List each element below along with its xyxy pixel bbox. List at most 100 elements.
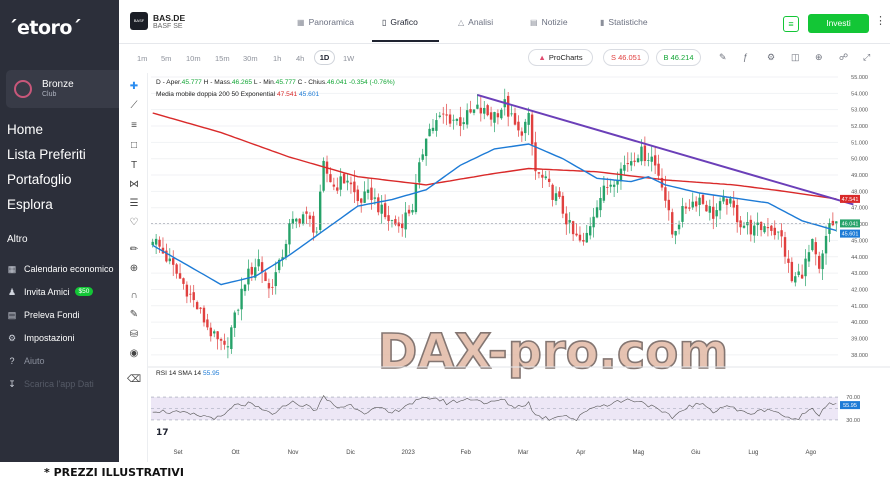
- timeframe-1w[interactable]: 1W: [343, 54, 355, 63]
- nav-item-settings[interactable]: ⚙ Impostazioni: [7, 326, 119, 349]
- pattern-icon[interactable]: ⋈: [129, 179, 139, 190]
- rsi-tick-label: 30.00: [846, 418, 860, 424]
- more-options-icon[interactable]: ⋮: [875, 15, 886, 27]
- x-tick-label: Nov: [288, 450, 299, 456]
- candle-body: [336, 187, 339, 191]
- candle-body: [753, 225, 756, 236]
- candle-body: [701, 195, 705, 204]
- timeframe-5m[interactable]: 5m: [161, 54, 172, 63]
- indicator-icon[interactable]: ƒ: [743, 52, 749, 62]
- timeframe-30m[interactable]: 30m: [243, 54, 258, 63]
- nav-item-invite[interactable]: ♟ Invita Amici $50: [7, 280, 119, 303]
- nav-item-calendar[interactable]: ▦ Calendario economico: [7, 257, 119, 280]
- candle-body: [209, 327, 213, 337]
- candle-body: [684, 206, 688, 209]
- profile-card[interactable]: Bronze Club: [6, 70, 119, 108]
- share-icon[interactable]: ☍: [839, 52, 849, 62]
- rectangle-icon[interactable]: □: [130, 140, 138, 151]
- candle-body: [530, 114, 534, 145]
- eye-icon[interactable]: ◉: [129, 348, 139, 359]
- heart-icon[interactable]: ♡: [129, 217, 139, 228]
- avatar: [14, 80, 32, 98]
- candle-body: [438, 115, 442, 117]
- nav-item-download-app[interactable]: ↧ Scarica l'app Dati: [7, 372, 119, 395]
- lock-pencil-icon[interactable]: ✎: [129, 309, 139, 320]
- crosshair-icon[interactable]: ✚: [129, 81, 139, 92]
- candle-body: [787, 258, 790, 263]
- candle-body: [247, 268, 250, 285]
- zoom-icon[interactable]: ⊕: [815, 52, 823, 62]
- nav-item-help[interactable]: ? Aiuto: [7, 349, 119, 372]
- candle-body: [305, 211, 308, 214]
- zoom-in-icon[interactable]: ⊕: [129, 263, 139, 274]
- chart-area[interactable]: 38.000 39.000 40.000 41.000 42.000 43.000 44.0…: [148, 73, 890, 462]
- nav-item-home[interactable]: Home: [7, 122, 44, 137]
- candle-body: [770, 225, 773, 231]
- candle-body: [459, 117, 462, 126]
- tab-analysis[interactable]: △ Analisi: [458, 17, 494, 27]
- tab-overview[interactable]: ▦ Panoramica: [297, 17, 354, 27]
- timeframe-1d[interactable]: 1D: [314, 50, 335, 65]
- nav-item-explore[interactable]: Esplora: [7, 197, 53, 212]
- nav-item-portfolio[interactable]: Portafoglio: [7, 172, 72, 187]
- tab-news[interactable]: ▤ Notizie: [530, 17, 568, 27]
- text-icon[interactable]: T: [130, 160, 138, 171]
- trash-icon[interactable]: ⌫: [127, 374, 142, 385]
- ruler-icon[interactable]: ✏: [129, 244, 139, 255]
- legend-change: -0.354 (-0.76%): [349, 79, 395, 86]
- layout-icon[interactable]: ◫: [791, 52, 800, 62]
- price-chart[interactable]: 38.000 39.000 40.000 41.000 42.000 43.000 44.0…: [148, 73, 890, 462]
- candle-body: [226, 346, 230, 348]
- candle-body: [708, 206, 712, 213]
- candle-body: [732, 200, 735, 208]
- candle-body: [243, 284, 247, 292]
- candle-body: [606, 187, 609, 188]
- candle-body: [735, 204, 739, 223]
- candle-body: [465, 110, 469, 125]
- nav-item-watchlist[interactable]: Lista Preferiti: [7, 147, 86, 162]
- candle-body: [213, 331, 216, 334]
- candle-body: [448, 114, 452, 124]
- tab-chart[interactable]: ▯ Grafico: [382, 17, 418, 27]
- nav-item-withdraw[interactable]: ▤ Preleva Fondi: [7, 303, 119, 326]
- timeframe-1m[interactable]: 1m: [137, 54, 148, 63]
- timeframe-10m[interactable]: 10m: [186, 54, 201, 63]
- timeframe-15m[interactable]: 15m: [215, 54, 230, 63]
- trendline-icon[interactable]: ⟋: [130, 100, 138, 111]
- procharts-button[interactable]: ▲ ProCharts: [528, 49, 593, 66]
- fibonacci-icon[interactable]: ☰: [129, 198, 139, 209]
- buy-price-button[interactable]: B 46.214: [656, 49, 701, 66]
- y-tick-label: 45.000: [851, 238, 868, 244]
- sell-price-button[interactable]: S 46.051: [603, 49, 649, 66]
- candle-body: [346, 180, 349, 183]
- candle-body: [756, 222, 759, 226]
- timeframe-1h[interactable]: 1h: [273, 54, 282, 63]
- timeframe-4h[interactable]: 4h: [296, 54, 305, 63]
- candle-body: [233, 312, 236, 328]
- candle-body: [185, 284, 189, 297]
- etoro-logo[interactable]: ´etoro´: [8, 17, 81, 39]
- candle-body: [718, 201, 722, 211]
- y-tick-label: 51.000: [851, 140, 868, 146]
- invest-button[interactable]: Investi: [808, 14, 869, 33]
- horizontal-lines-icon[interactable]: ≡: [131, 120, 137, 131]
- fullscreen-icon[interactable]: ⤢: [863, 52, 871, 62]
- candle-body: [424, 138, 428, 157]
- gear-icon[interactable]: ⚙: [767, 52, 776, 62]
- ma-legend-label: Media mobile doppia 200 50 Exponential: [156, 91, 276, 98]
- draw-pencil-icon[interactable]: ✎: [719, 52, 727, 62]
- candle-body: [493, 112, 496, 123]
- x-tick-label: Ott: [232, 450, 240, 456]
- candle-body: [219, 339, 223, 341]
- lock-icon[interactable]: ⛁: [129, 329, 139, 340]
- watchlist-button[interactable]: ≡: [783, 16, 799, 32]
- candle-body: [653, 155, 657, 166]
- magnet-icon[interactable]: ∩: [130, 290, 138, 301]
- candle-body: [558, 191, 561, 197]
- candle-body: [489, 112, 493, 120]
- candle-body: [202, 307, 206, 323]
- candle-body: [517, 121, 520, 131]
- tab-stats[interactable]: ▮ Statistiche: [600, 17, 648, 27]
- x-tick-label: Dic: [346, 450, 355, 456]
- legend-close-label: C - Chius.: [297, 79, 327, 86]
